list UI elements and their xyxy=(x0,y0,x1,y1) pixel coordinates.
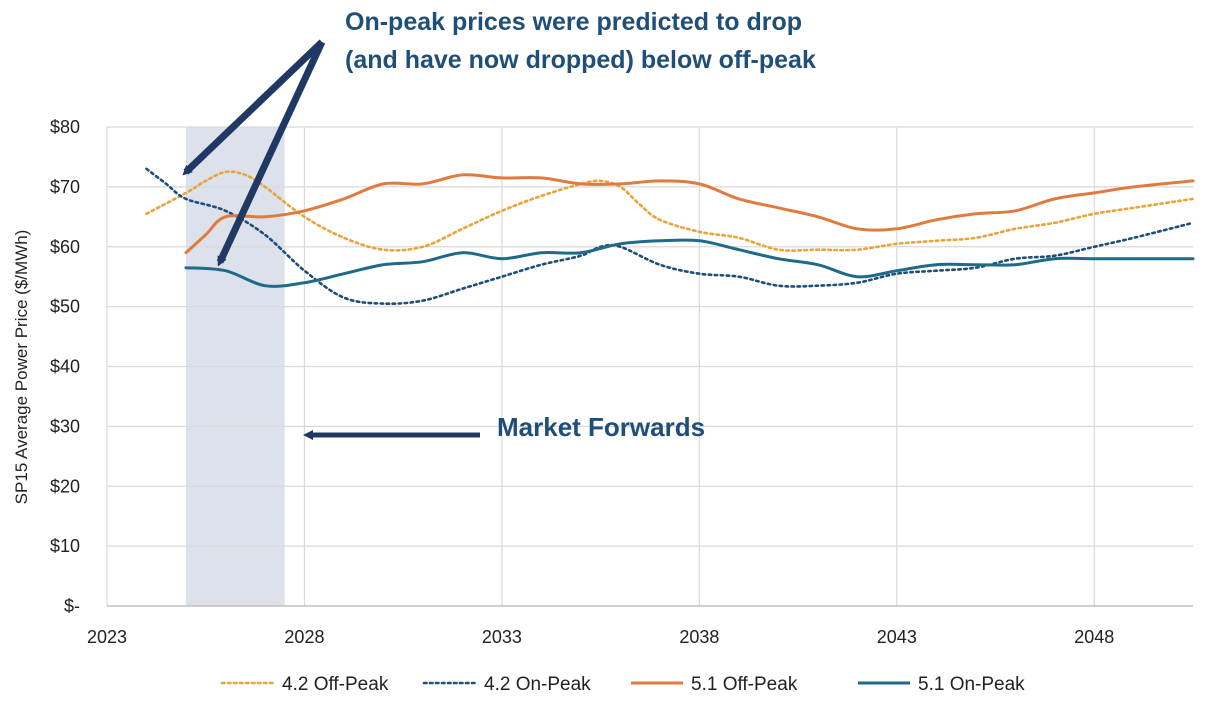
annotation-onpeak: On-peak prices were predicted to drop (a… xyxy=(345,8,816,74)
x-tick-label-2038: 2038 xyxy=(679,627,719,647)
y-tick-label-50: $50 xyxy=(50,297,80,317)
y-tick-label-30: $30 xyxy=(50,416,80,436)
series-line-4-2-off-peak xyxy=(145,170,1195,252)
x-tick-labels: 2023 2028 2033 2038 2043 2048 xyxy=(87,627,1114,647)
y-tick-labels: $- $10 $20 $30 $40 $50 $60 $70 $80 xyxy=(50,117,80,616)
y-tick-label-0: $- xyxy=(64,596,80,616)
annotation-onpeak-line1: On-peak prices were predicted to drop xyxy=(345,8,802,36)
annotation-market-forwards: Market Forwards xyxy=(497,412,705,442)
annotation-onpeak-line2: (and have now dropped) below off-peak xyxy=(345,46,816,74)
gridlines xyxy=(107,126,1193,606)
y-tick-label-70: $70 xyxy=(50,177,80,197)
y-tick-label-60: $60 xyxy=(50,237,80,257)
legend-label-4-2-on-peak: 4.2 On-Peak xyxy=(484,674,591,695)
y-tick-label-40: $40 xyxy=(50,357,80,377)
x-tick-label-2023: 2023 xyxy=(87,627,127,647)
legend-label-4-2-off-peak: 4.2 Off-Peak xyxy=(282,674,389,695)
series-lines xyxy=(145,167,1195,306)
axes xyxy=(106,127,1193,607)
legend: 4.2 Off-Peak 4.2 On-Peak 5.1 Off-Peak 5.1 O… xyxy=(220,674,1025,695)
series-line-5-1-off-peak xyxy=(184,173,1195,255)
y-axis-label: SP15 Average Power Price ($/MWh) xyxy=(12,230,31,505)
annotation-arrow-2 xyxy=(216,40,326,267)
x-tick-label-2048: 2048 xyxy=(1074,627,1114,647)
x-tick-label-2028: 2028 xyxy=(284,627,324,647)
x-tick-label-2033: 2033 xyxy=(482,627,522,647)
y-tick-label-20: $20 xyxy=(50,476,80,496)
legend-label-5-1-on-peak: 5.1 On-Peak xyxy=(918,674,1025,695)
y-tick-label-80: $80 xyxy=(50,117,80,137)
annotation-arrow-1 xyxy=(182,39,325,176)
series-line-5-1-on-peak xyxy=(184,238,1195,288)
y-tick-label-10: $10 xyxy=(50,536,80,556)
legend-label-5-1-off-peak: 5.1 Off-Peak xyxy=(691,674,798,695)
x-tick-label-2043: 2043 xyxy=(877,627,917,647)
